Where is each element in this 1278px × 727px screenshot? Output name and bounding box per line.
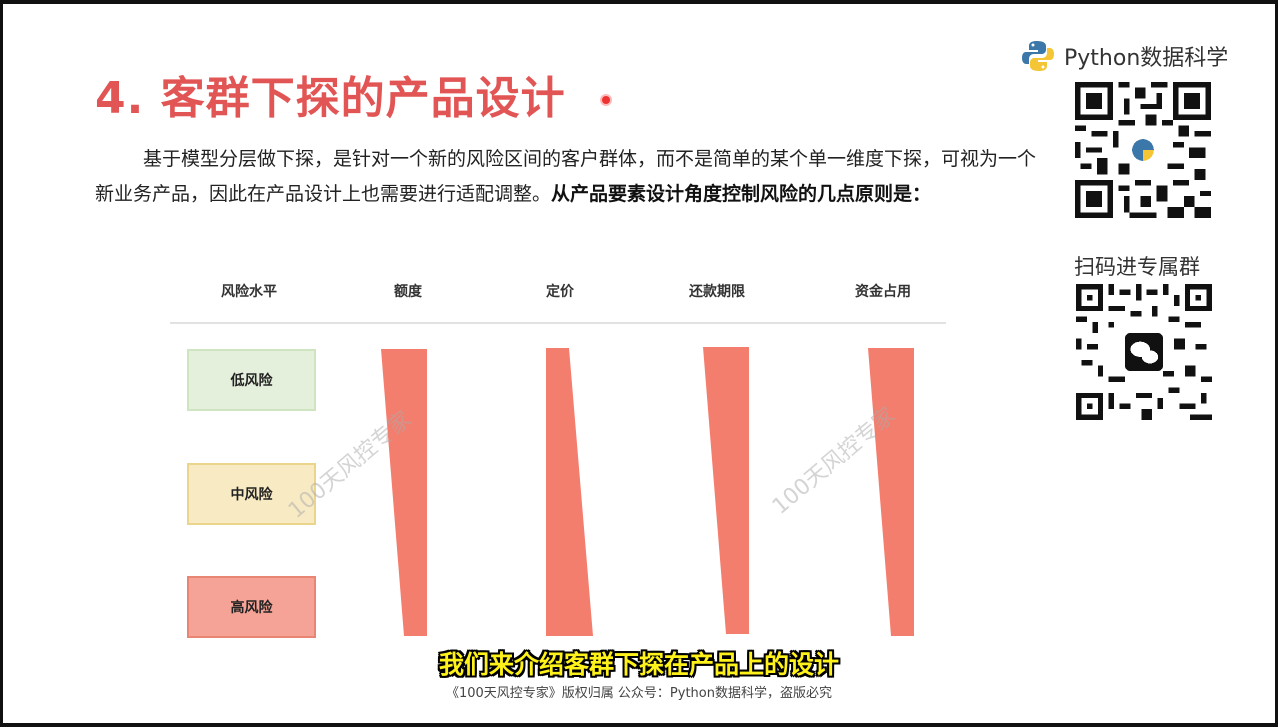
- risk-mid-label: 中风险: [230, 487, 273, 503]
- pricing-shape: [546, 348, 593, 636]
- frame-top: [0, 0, 1278, 4]
- frame-bottom: [0, 723, 1278, 727]
- credit-limit-shape: [381, 349, 427, 636]
- laser-pointer: [602, 96, 610, 104]
- repayment-term-shape: [703, 347, 749, 634]
- risk-high-box: 高风险: [187, 576, 316, 638]
- qr-code-python-icon[interactable]: [1075, 82, 1211, 218]
- brand-name: Python数据科学: [1064, 46, 1229, 71]
- frame-right: [1275, 0, 1278, 727]
- paragraph-text: 基于模型分层做下探，是针对一个新的风险区间的客户群体，而不是简单的某个单一维度下…: [95, 148, 1037, 205]
- risk-mid-box: 中风险: [187, 463, 316, 525]
- brand-header: Python数据科学: [1020, 38, 1228, 74]
- qr-caption: 扫码进专属群: [1074, 255, 1200, 279]
- header-credit-limit: 额度: [394, 284, 422, 300]
- slide-title: 4. 客群下探的产品设计: [95, 73, 566, 124]
- python-logo-icon: [1022, 41, 1054, 71]
- frame-left: [0, 0, 3, 727]
- slide-paragraph: 基于模型分层做下探，是针对一个新的风险区间的客户群体，而不是简单的某个单一维度下…: [95, 142, 1040, 212]
- header-capital-usage: 资金占用: [855, 284, 911, 300]
- header-divider: [170, 322, 946, 324]
- header-pricing: 定价: [546, 284, 574, 300]
- risk-low-box: 低风险: [187, 349, 316, 411]
- qr-code-wechat-icon[interactable]: [1075, 284, 1213, 420]
- capital-usage-shape: [868, 348, 914, 636]
- header-risk-level: 风险水平: [221, 284, 277, 300]
- risk-high-label: 高风险: [230, 600, 273, 616]
- header-repayment-term: 还款期限: [689, 284, 745, 300]
- paragraph-bold-text: 从产品要素设计角度控制风险的几点原则是：: [551, 183, 932, 205]
- copyright-notice: 《100天风控专家》版权归属 公众号：Python数据科学，盗版必究: [445, 686, 832, 701]
- video-subtitle: 我们来介绍客群下探在产品上的设计: [438, 650, 839, 679]
- risk-low-label: 低风险: [230, 373, 273, 389]
